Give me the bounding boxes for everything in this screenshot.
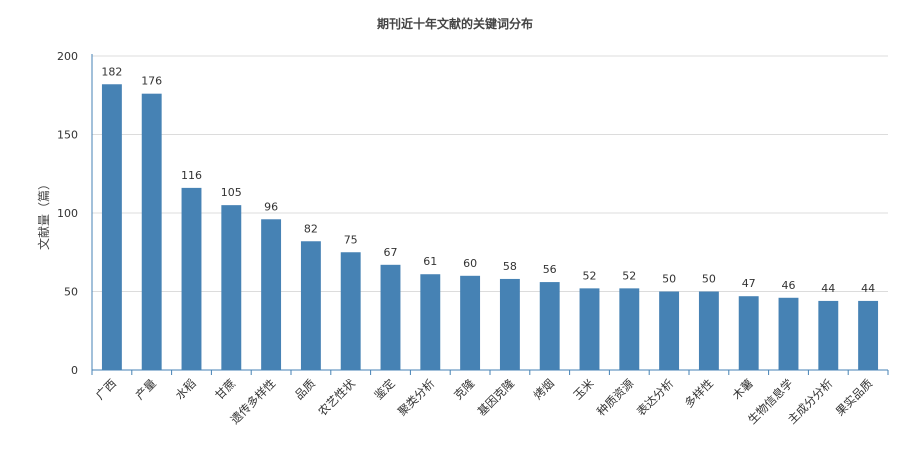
bar: [659, 291, 680, 370]
data-label: 67: [384, 246, 398, 259]
bar: [101, 84, 122, 370]
chart-title: 期刊近十年文献的关键词分布: [377, 16, 533, 31]
y-tick-label: 50: [64, 286, 78, 299]
x-category-label: 多样性: [682, 376, 716, 410]
bar: [300, 241, 321, 370]
x-category-label: 甘蔗: [212, 376, 238, 402]
data-label: 82: [304, 222, 318, 235]
bar: [579, 288, 600, 370]
data-label: 182: [101, 65, 122, 78]
data-label: 116: [181, 169, 202, 182]
bar: [261, 219, 282, 370]
bar: [738, 296, 759, 370]
x-category-label: 广西: [93, 376, 119, 402]
y-axis-title: 文献量（篇）: [36, 178, 51, 250]
x-category-label: 表达分析: [634, 376, 676, 418]
y-tick-label: 200: [57, 50, 78, 63]
x-category-label: 克隆: [451, 376, 478, 403]
data-label: 52: [622, 269, 636, 282]
x-category-label: 烤烟: [531, 376, 557, 402]
bar: [818, 300, 839, 370]
y-tick-label: 100: [57, 207, 78, 220]
bars: [101, 84, 879, 371]
data-label: 60: [463, 257, 477, 270]
data-label: 50: [702, 273, 716, 286]
x-category-label: 聚类分析: [395, 376, 437, 418]
bar: [858, 300, 879, 370]
x-category-label: 鉴定: [371, 376, 398, 403]
bar: [460, 275, 481, 370]
bar: [221, 205, 242, 370]
data-label: 47: [742, 277, 756, 290]
data-label: 61: [423, 255, 437, 268]
x-category-label: 木薯: [730, 376, 756, 402]
x-category-label: 种质资源: [594, 376, 637, 419]
x-category-label: 农艺性状: [315, 376, 358, 419]
data-label: 176: [141, 75, 162, 88]
x-category-label: 水稻: [172, 376, 198, 402]
bar: [539, 282, 560, 370]
gridlines: [92, 55, 888, 292]
bar: [698, 291, 719, 370]
x-category-label: 玉米: [570, 376, 597, 403]
bar: [778, 297, 799, 370]
data-label: 44: [861, 282, 875, 295]
bar: [499, 278, 520, 370]
x-category-label: 品质: [292, 376, 318, 402]
bar: [380, 264, 401, 370]
x-category-label: 产量: [133, 376, 159, 402]
y-tick-label: 150: [57, 129, 78, 142]
y-tick-label: 0: [71, 364, 78, 377]
data-label: 46: [782, 279, 796, 292]
bar: [181, 187, 202, 370]
bar: [420, 274, 441, 370]
bar: [141, 93, 162, 371]
axes: [91, 54, 889, 375]
bar: [340, 252, 361, 370]
data-label: 75: [344, 233, 358, 246]
data-label: 58: [503, 260, 517, 273]
bar: [619, 288, 640, 370]
data-label: 96: [264, 200, 278, 213]
x-category-label: 基因克隆: [475, 376, 518, 419]
data-label: 50: [662, 273, 676, 286]
data-label: 105: [221, 186, 242, 199]
data-label: 56: [543, 263, 557, 276]
data-label: 44: [821, 282, 835, 295]
x-category-label: 果实品质: [833, 376, 875, 418]
data-label: 52: [583, 269, 597, 282]
